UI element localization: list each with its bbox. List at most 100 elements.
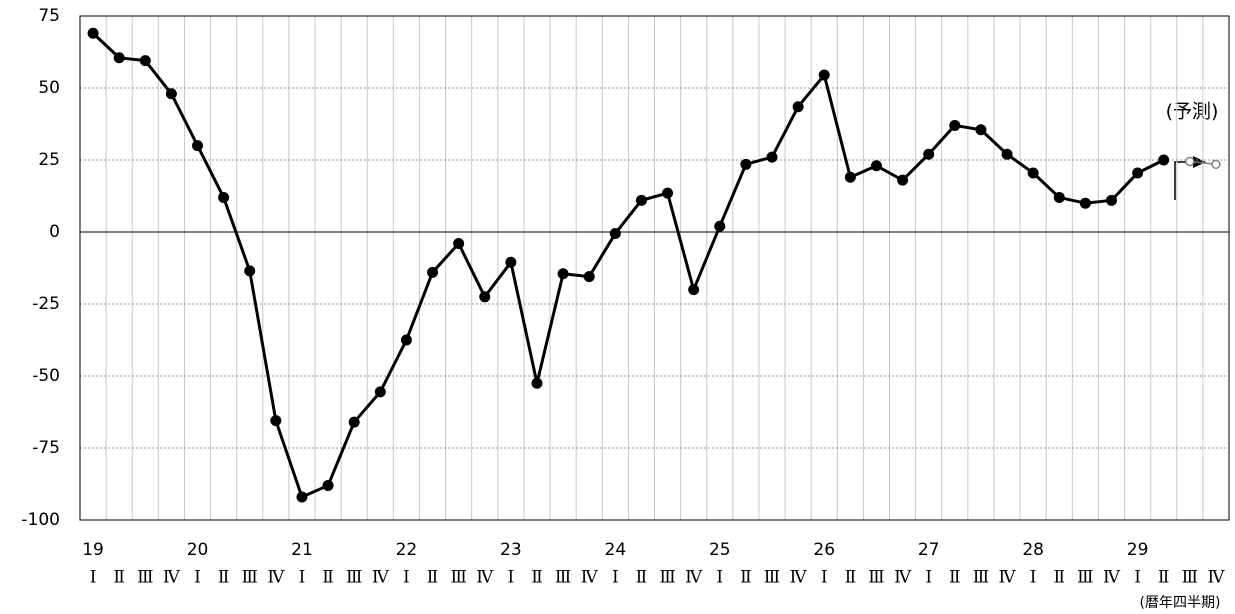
x-tick-label: Ⅳ [581,568,599,588]
y-tick-label: 50 [38,78,60,98]
x-tick-label: Ⅱ [845,568,857,588]
plot-frame [79,15,1230,521]
point [113,52,125,64]
point [1079,197,1091,209]
year-label: 22 [396,540,418,560]
x-tick-label: Ⅰ [90,568,97,588]
point [1105,194,1117,206]
point [1001,148,1013,160]
y-tick-label: -50 [32,366,60,386]
point [531,377,543,389]
point [505,256,517,268]
x-tick-label: Ⅰ [1030,568,1037,588]
x-tick-label: Ⅰ [716,568,723,588]
year-label: 23 [500,540,522,560]
x-tick-label: Ⅳ [267,568,285,588]
y-tick-label: -100 [21,510,60,530]
point [740,158,752,170]
x-tick-label: Ⅱ [113,568,125,588]
point [1211,159,1221,170]
y-tick-label: 25 [38,150,60,170]
year-label: 28 [1022,540,1044,560]
x-tick-label: Ⅲ [555,568,571,588]
point [1027,167,1039,179]
x-tick-label: Ⅱ [427,568,439,588]
x-tick-label: Ⅰ [194,568,201,588]
x-tick-label: Ⅳ [790,568,808,588]
point [453,238,465,250]
x-tick-label: Ⅰ [403,568,410,588]
x-tick-label: Ⅲ [137,568,153,588]
point [1185,156,1195,167]
point [688,284,700,296]
forecast-arrow [1174,161,1195,200]
x-tick-label: Ⅰ [821,568,828,588]
point [766,151,778,163]
year-label: 29 [1127,540,1149,560]
point [870,160,882,172]
x-tick-label: Ⅰ [299,568,306,588]
point [218,191,230,203]
x-tick-label: Ⅲ [1182,568,1198,588]
point [427,266,439,278]
point [244,265,256,277]
point [1053,191,1065,203]
year-label: 19 [82,540,104,560]
year-label: 24 [605,540,627,560]
point [479,291,491,303]
year-label: 25 [709,540,731,560]
point [348,416,360,428]
point [557,268,569,280]
point [897,174,909,186]
point [792,101,804,113]
x-tick-label: Ⅱ [949,568,961,588]
year-label: 27 [918,540,940,560]
point [87,27,99,39]
point [322,479,334,491]
x-tick-label: Ⅳ [163,568,181,588]
point [923,148,935,160]
x-tick-label: Ⅲ [1077,568,1093,588]
x-tick-label: Ⅱ [1158,568,1170,588]
point [270,415,282,427]
year-label: 21 [291,540,313,560]
x-tick-label: Ⅳ [372,568,390,588]
x-tick-label: Ⅳ [894,568,912,588]
x-unit-label: (暦年四半期) [1140,595,1221,611]
point [583,271,595,283]
x-tick-label: Ⅰ [612,568,619,588]
x-tick-label: Ⅲ [764,568,780,588]
x-tick-label: Ⅰ [1134,568,1141,588]
point [975,124,987,136]
point [400,334,412,346]
x-tick-label: Ⅲ [973,568,989,588]
x-tick-label: Ⅰ [925,568,932,588]
x-tick-label: Ⅲ [242,568,258,588]
x-tick-label: Ⅲ [659,568,675,588]
x-tick-label: Ⅱ [531,568,543,588]
y-tick-label: -75 [32,438,60,458]
year-label: 26 [813,540,835,560]
y-tick-label: 0 [49,222,60,242]
y-tick-label: 75 [38,6,60,26]
point [818,69,830,81]
x-tick-label: Ⅱ [740,568,752,588]
x-tick-label: Ⅰ [508,568,515,588]
x-tick-label: Ⅳ [1207,568,1225,588]
x-tick-label: Ⅲ [450,568,466,588]
x-tick-label: Ⅳ [685,568,703,588]
x-tick-label: Ⅲ [346,568,362,588]
y-tick-label: -25 [32,294,60,314]
point [139,55,151,67]
point [374,386,386,398]
point [949,119,961,131]
point [635,194,647,206]
year-label: 20 [187,540,209,560]
point [1132,167,1144,179]
point [1158,154,1170,166]
series-line [92,32,1165,499]
x-tick-label: Ⅱ [636,568,648,588]
point [165,88,177,100]
forecast-label: (予測) [1166,101,1219,123]
